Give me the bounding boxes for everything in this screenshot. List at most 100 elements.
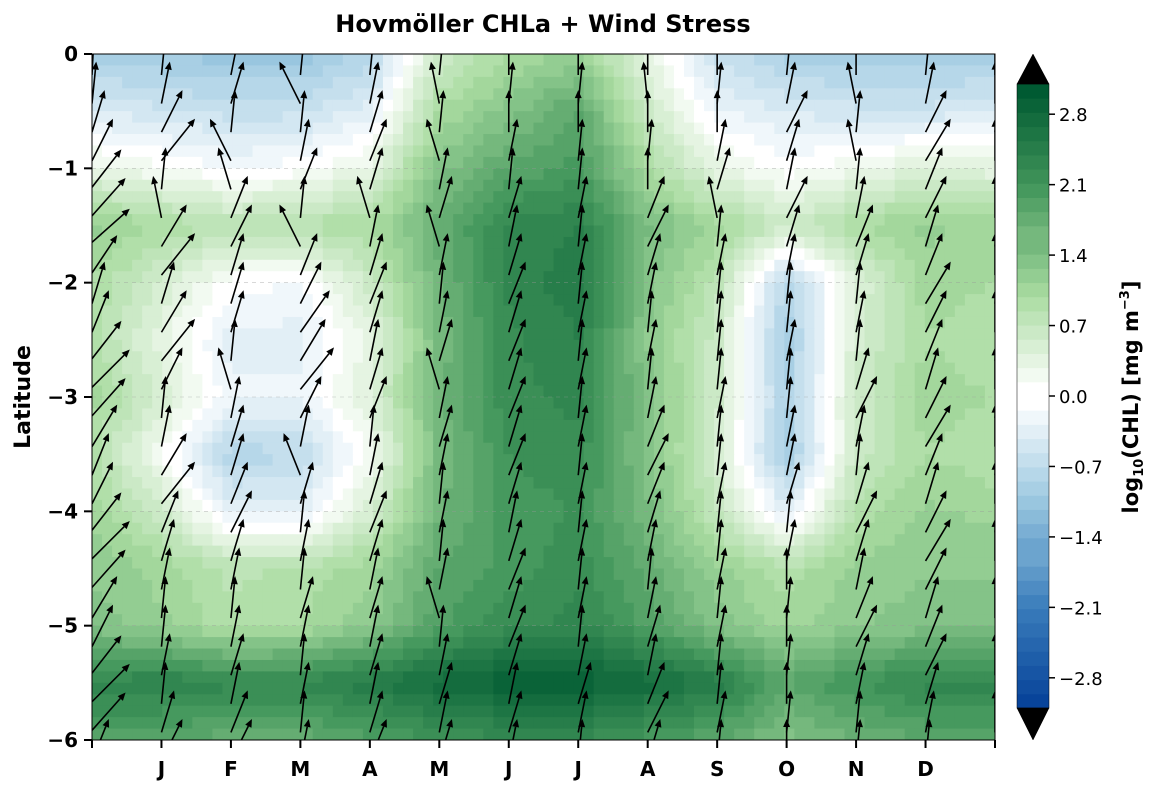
heatmap-cell (212, 545, 224, 558)
heatmap-cell (864, 648, 876, 661)
heatmap-cell (794, 168, 805, 181)
heatmap-cell (302, 385, 314, 398)
heatmap-cell (874, 568, 886, 581)
heatmap-cell (132, 202, 143, 215)
heatmap-cell (172, 271, 183, 284)
heatmap-cell (453, 602, 464, 615)
heatmap-cell (342, 408, 354, 421)
heatmap-cell (212, 316, 224, 329)
heatmap-cell (342, 54, 354, 67)
heatmap-cell (453, 145, 464, 158)
heatmap-cell (513, 397, 525, 410)
heatmap-cell (904, 477, 916, 490)
heatmap-cell (202, 374, 213, 387)
heatmap-cell (312, 294, 324, 307)
heatmap-cell (804, 214, 815, 227)
heatmap-cell (332, 659, 344, 672)
heatmap-cell (954, 385, 966, 398)
heatmap-cell (352, 522, 364, 535)
heatmap-cell (433, 671, 444, 684)
heatmap-cell (633, 65, 645, 78)
heatmap-cell (332, 54, 344, 67)
heatmap-cell (102, 259, 113, 272)
heatmap-cell (302, 648, 314, 661)
heatmap-cell (934, 76, 946, 89)
heatmap-cell (122, 134, 133, 147)
heatmap-cell (633, 134, 645, 147)
heatmap-cell (643, 111, 655, 124)
heatmap-cell (503, 408, 514, 421)
heatmap-cell (734, 659, 745, 672)
heatmap-cell (834, 271, 846, 284)
heatmap-cell (272, 579, 284, 592)
heatmap-cell (443, 259, 454, 272)
heatmap-cell (633, 408, 645, 421)
heatmap-cell (583, 637, 595, 650)
heatmap-cell (152, 259, 163, 272)
heatmap-cell (282, 351, 294, 364)
heatmap-cell (222, 465, 234, 478)
heatmap-cell (724, 111, 735, 124)
heatmap-cell (704, 202, 715, 215)
heatmap-cell (292, 99, 304, 112)
heatmap-cell (724, 156, 735, 169)
heatmap-cell (874, 202, 886, 215)
heatmap-cell (623, 248, 635, 261)
heatmap-cell (192, 248, 203, 261)
heatmap-cell (172, 431, 183, 444)
heatmap-cell (794, 156, 805, 169)
heatmap-cell (112, 76, 123, 89)
heatmap-cell (553, 305, 565, 318)
heatmap-cell (362, 579, 374, 592)
heatmap-cell (754, 214, 765, 227)
heatmap-cell (563, 145, 575, 158)
heatmap-cell (894, 65, 906, 78)
heatmap-cell (694, 316, 705, 329)
heatmap-cell (533, 374, 545, 387)
heatmap-cell (553, 122, 565, 135)
heatmap-cell (202, 156, 213, 169)
heatmap-cell (734, 202, 745, 215)
heatmap-cell (794, 648, 805, 661)
heatmap-cell (473, 65, 484, 78)
heatmap-cell (774, 145, 785, 158)
heatmap-cell (272, 282, 284, 295)
heatmap-cell (844, 625, 856, 638)
heatmap-cell (202, 305, 213, 318)
heatmap-cell (332, 282, 344, 295)
heatmap-cell (613, 591, 625, 604)
heatmap-cell (142, 328, 153, 341)
heatmap-cell (724, 328, 735, 341)
heatmap-cell (844, 579, 856, 592)
heatmap-cell (433, 191, 444, 204)
heatmap-cell (884, 431, 896, 444)
heatmap-cell (683, 54, 695, 67)
heatmap-cell (352, 339, 364, 352)
heatmap-cell (683, 374, 695, 387)
heatmap-cell (483, 76, 494, 89)
heatmap-cell (804, 511, 815, 524)
heatmap-cell (322, 271, 334, 284)
heatmap-cell (704, 408, 715, 421)
heatmap-cell (503, 156, 514, 169)
heatmap-cell (102, 568, 113, 581)
heatmap-cell (282, 248, 294, 261)
heatmap-cell (844, 134, 856, 147)
heatmap-cell (382, 168, 394, 181)
heatmap-cell (904, 442, 916, 455)
heatmap-cell (934, 465, 946, 478)
heatmap-cell (292, 397, 304, 410)
heatmap-cell (744, 454, 755, 467)
heatmap-cell (483, 465, 494, 478)
heatmap-cell (934, 374, 946, 387)
heatmap-cell (312, 682, 324, 695)
heatmap-cell (694, 408, 705, 421)
heatmap-cell (653, 259, 665, 272)
heatmap-cell (734, 168, 745, 181)
heatmap-cell (864, 579, 876, 592)
heatmap-cell (643, 168, 655, 181)
heatmap-cell (423, 191, 434, 204)
heatmap-cell (302, 465, 314, 478)
heatmap-cell (212, 568, 224, 581)
heatmap-cell (533, 362, 545, 375)
